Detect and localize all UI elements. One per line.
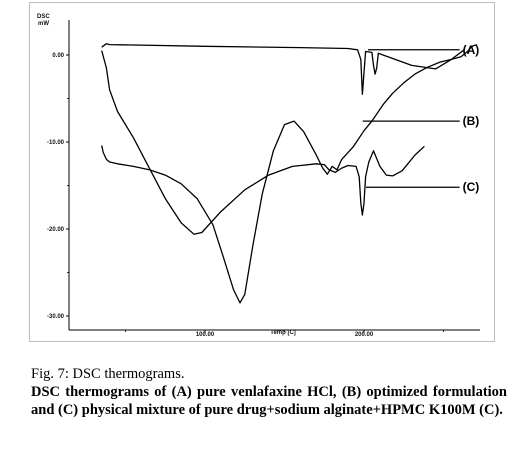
series-1-curve <box>101 43 465 95</box>
series-3-curve <box>101 43 478 304</box>
chart-frame <box>29 2 495 342</box>
y-tick-label: -30.00 <box>47 314 65 320</box>
y-tick-label: -10.00 <box>47 140 65 146</box>
series-2-curve <box>101 50 425 235</box>
x-tick-label: 100.00 <box>196 332 215 338</box>
y-axis-title: DSC <box>37 14 50 20</box>
y-tick-label: -20.00 <box>47 227 65 233</box>
series-3-label: (C) <box>463 180 480 194</box>
x-axis-title: Temp [C] <box>270 330 296 336</box>
x-tick-label: 200.00 <box>355 332 374 338</box>
figure-caption: Fig. 7: DSC thermograms. DSC thermograms… <box>31 365 507 419</box>
y-tick-label: 0.00 <box>52 53 64 59</box>
series-1-label: (A) <box>463 43 480 57</box>
caption-text: DSC thermograms of (A) pure venlafaxine … <box>31 384 507 418</box>
series-2-label: (B) <box>463 114 480 128</box>
caption-title: Fig. 7: DSC thermograms. <box>31 366 185 382</box>
y-axis-unit: mW <box>38 21 49 27</box>
